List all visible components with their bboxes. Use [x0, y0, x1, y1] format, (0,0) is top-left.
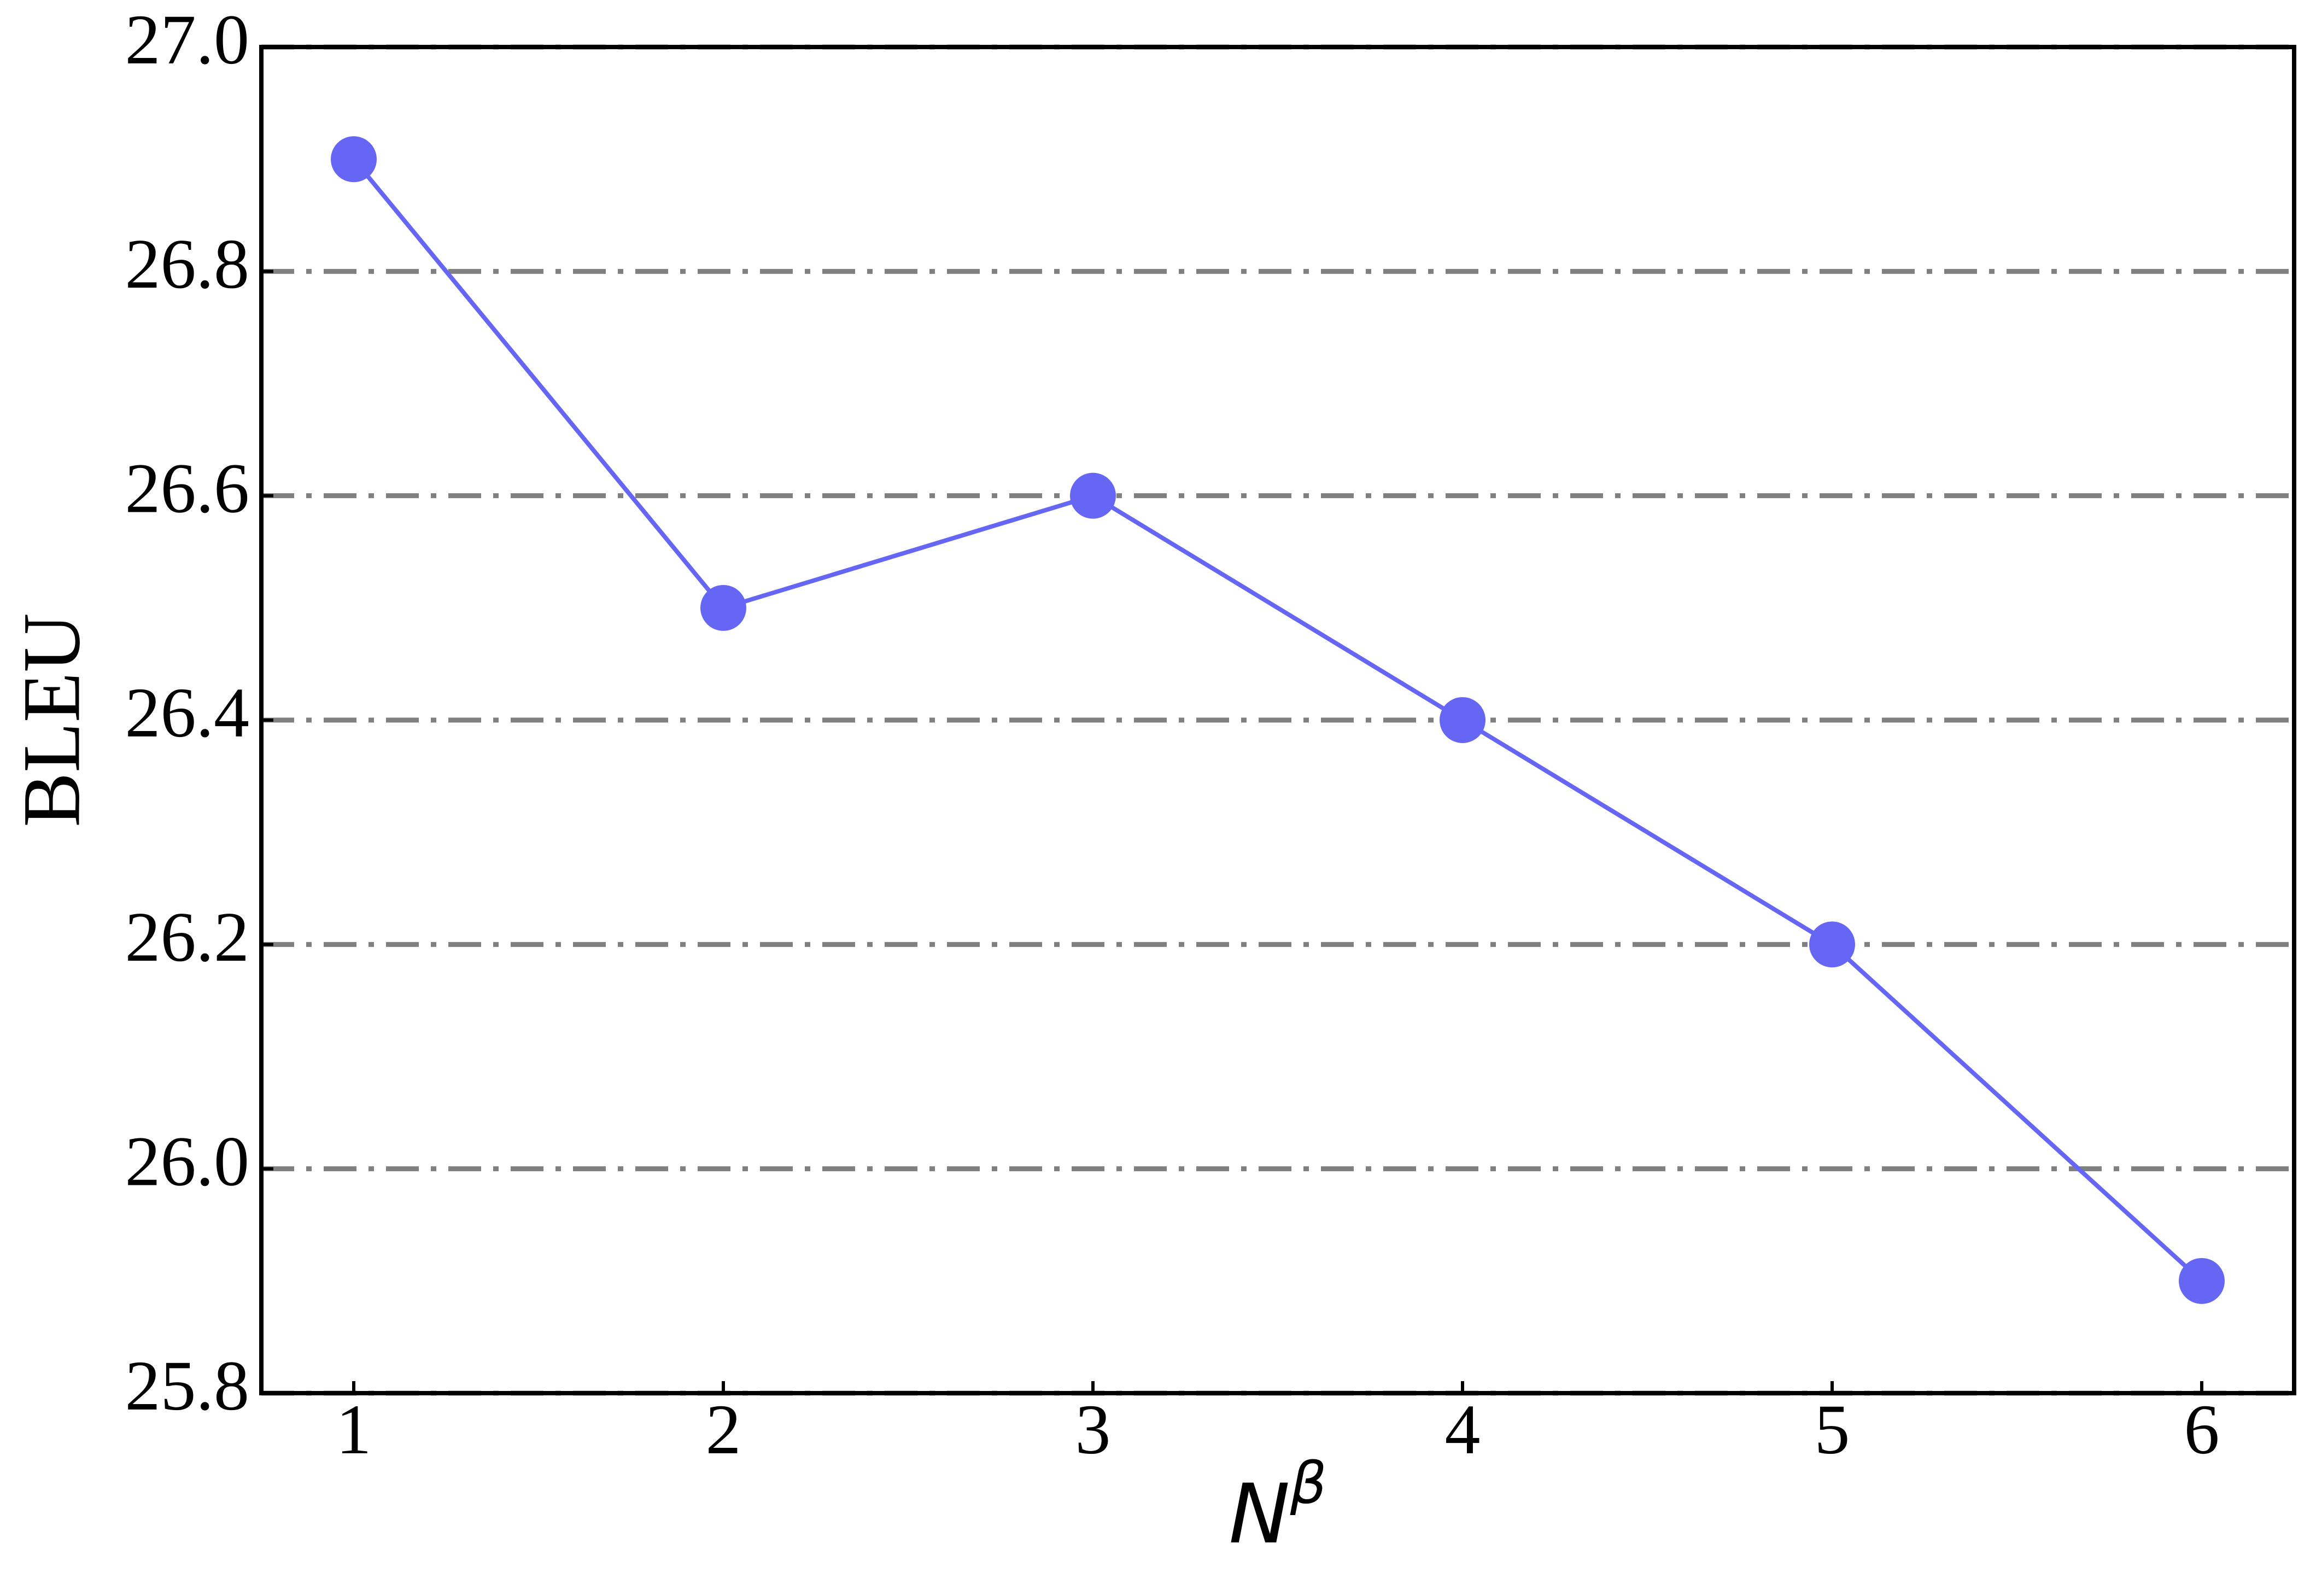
y-axis-label: BLEU — [6, 613, 97, 827]
x-tick-label: 1 — [336, 1390, 372, 1469]
y-tick-label: 26.2 — [125, 898, 250, 977]
y-tick-label: 27.0 — [125, 1, 250, 79]
plot-frame — [259, 45, 2296, 1395]
marker — [1440, 697, 1485, 743]
x-tick-label: 6 — [2184, 1390, 2220, 1469]
marker — [1809, 921, 1855, 968]
x-axis-label-sup: β — [1290, 1450, 1327, 1517]
x-tick-label: 2 — [706, 1390, 741, 1469]
x-tick-label: 3 — [1075, 1390, 1111, 1469]
y-tick-label: 25.8 — [125, 1347, 250, 1425]
y-tick-label: 26.0 — [125, 1122, 250, 1201]
marker — [2179, 1258, 2225, 1304]
line — [352, 157, 2203, 1283]
y-tick-label: 26.6 — [125, 449, 250, 528]
x-axis-label-base: N — [1229, 1467, 1290, 1562]
x-tick-label: 5 — [1815, 1390, 1850, 1469]
marker — [1070, 472, 1116, 519]
x-axis-label: Nβ — [1229, 1450, 1326, 1562]
x-tick-label: 4 — [1445, 1390, 1481, 1469]
marker — [700, 584, 746, 631]
marker — [331, 136, 377, 183]
y-tick-label: 26.8 — [125, 225, 250, 303]
y-tick-label: 26.4 — [125, 674, 250, 752]
